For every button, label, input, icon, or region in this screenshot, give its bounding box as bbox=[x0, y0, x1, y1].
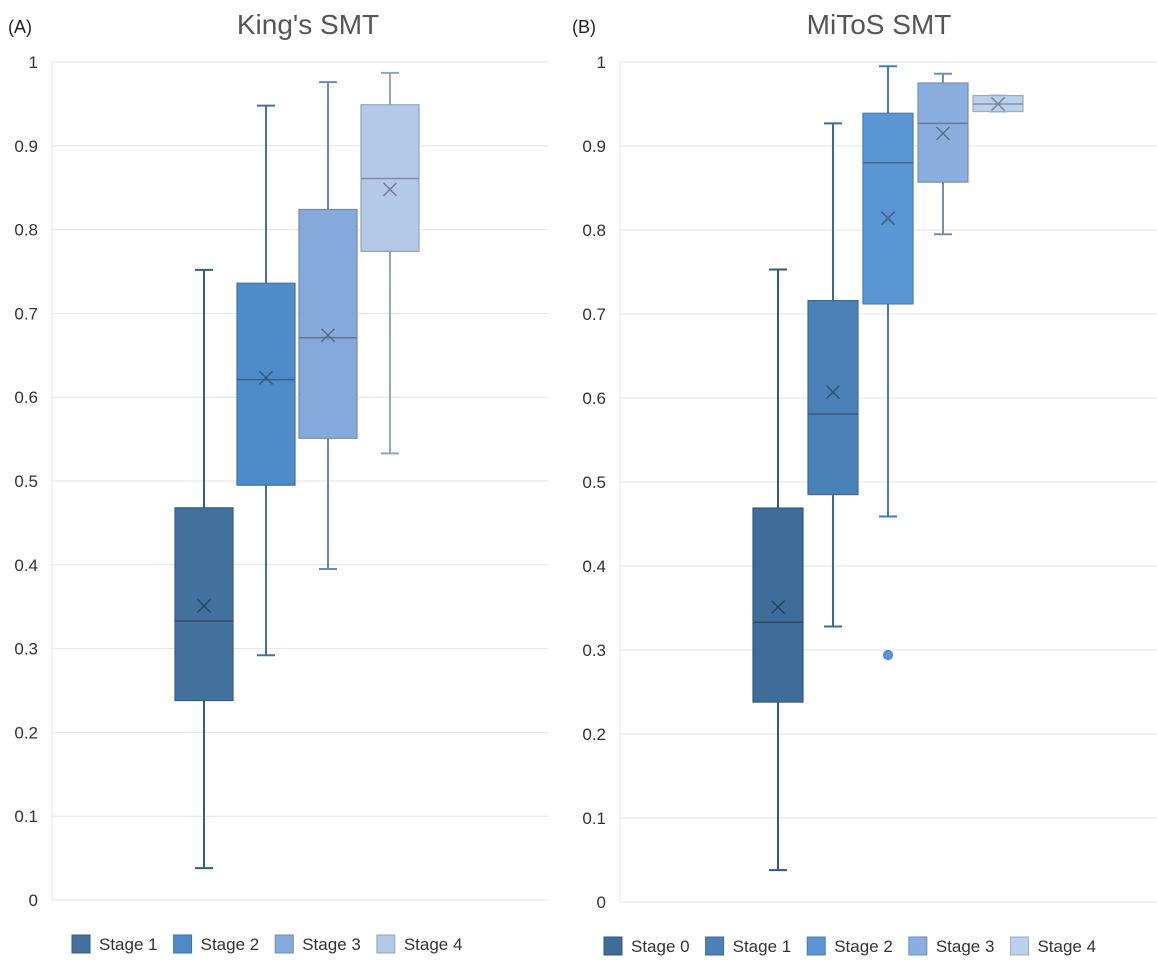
mean-marker bbox=[383, 182, 397, 197]
chart-title: King's SMT bbox=[237, 9, 379, 40]
legend-label: Stage 0 bbox=[631, 937, 690, 956]
box-series bbox=[174, 71, 420, 870]
y-tick-label: 1 bbox=[597, 53, 606, 72]
mean-marker bbox=[936, 126, 950, 141]
legend-label: Stage 2 bbox=[834, 937, 893, 956]
legend-item: Stage 3 bbox=[274, 934, 361, 954]
y-tick-label: 0.8 bbox=[14, 221, 38, 240]
y-tick-label: 0.1 bbox=[582, 809, 606, 828]
y-tick-label: 0.4 bbox=[14, 556, 38, 575]
y-tick-label: 0.9 bbox=[582, 137, 606, 156]
y-tick-label: 0.5 bbox=[582, 473, 606, 492]
mean-marker-stroke bbox=[991, 97, 1005, 111]
outlier-point bbox=[883, 650, 893, 661]
legend-label: Stage 1 bbox=[99, 935, 158, 954]
y-tick-label: 0.2 bbox=[14, 723, 38, 742]
legend-item: Stage 4 bbox=[376, 934, 463, 954]
legend-label: Stage 3 bbox=[302, 935, 361, 954]
box-series bbox=[752, 65, 1024, 872]
y-tick-label: 0.8 bbox=[582, 221, 606, 240]
mean-marker-stroke bbox=[321, 328, 335, 343]
y-tick-label: 0.3 bbox=[14, 640, 38, 659]
mean-marker-stroke bbox=[259, 370, 273, 385]
legend-item: Stage 1 bbox=[71, 934, 158, 954]
legend-item: Stage 2 bbox=[806, 936, 893, 956]
box-iqr bbox=[807, 299, 859, 496]
mean-marker-stroke bbox=[197, 598, 211, 613]
y-tick-label: 0.3 bbox=[582, 641, 606, 660]
legend-label: Stage 4 bbox=[404, 935, 463, 954]
y-tick-label: 0 bbox=[29, 891, 38, 910]
legend-item: Stage 4 bbox=[1009, 936, 1096, 956]
legend-item: Stage 1 bbox=[705, 936, 792, 956]
y-tick-label: 1 bbox=[29, 53, 38, 72]
mean-marker bbox=[771, 600, 785, 615]
box-stage-4 bbox=[360, 71, 420, 455]
mean-marker-stroke bbox=[826, 385, 840, 400]
y-tick-label: 0.4 bbox=[582, 557, 606, 576]
y-tick-label: 0.6 bbox=[582, 389, 606, 408]
legend-swatch bbox=[71, 934, 91, 954]
legend-label: Stage 4 bbox=[1037, 937, 1096, 956]
legend: Stage 1 Stage 2 Stage 3 Stage 4 bbox=[71, 934, 463, 954]
mean-marker bbox=[991, 97, 1005, 111]
y-tick-label: 0.1 bbox=[14, 807, 38, 826]
box-stage-0 bbox=[752, 268, 804, 872]
legend-item: Stage 2 bbox=[173, 934, 260, 954]
y-axis: 0 0.1 0.2 0.3 0.4 0.5 0.6 0.7 0.8 0.9 1 bbox=[582, 53, 606, 912]
box-iqr bbox=[862, 112, 914, 305]
legend-item: Stage 0 bbox=[603, 936, 690, 956]
mean-marker bbox=[826, 385, 840, 400]
legend-swatch bbox=[806, 936, 826, 956]
legend-swatch bbox=[173, 934, 193, 954]
legend-label: Stage 1 bbox=[733, 937, 792, 956]
y-tick-label: 0.2 bbox=[582, 725, 606, 744]
legend-swatch bbox=[376, 934, 396, 954]
box-iqr bbox=[752, 507, 804, 703]
box-iqr bbox=[298, 208, 358, 439]
legend-item: Stage 3 bbox=[908, 936, 995, 956]
mean-marker bbox=[197, 598, 211, 613]
legend-swatch bbox=[1009, 936, 1029, 956]
y-tick-label: 0.5 bbox=[14, 472, 38, 491]
legend-swatch bbox=[908, 936, 928, 956]
box-stage-3 bbox=[298, 81, 358, 570]
legend-swatch bbox=[705, 936, 725, 956]
y-axis: 0 0.1 0.2 0.3 0.4 0.5 0.6 0.7 0.8 0.9 1 bbox=[14, 53, 38, 910]
box-stage-1 bbox=[174, 268, 234, 870]
gridlines bbox=[51, 61, 548, 901]
y-tick-label: 0.6 bbox=[14, 388, 38, 407]
mean-marker-stroke bbox=[936, 126, 950, 141]
box-stage-4 bbox=[972, 94, 1024, 113]
mean-marker bbox=[881, 211, 895, 226]
box-stage-2 bbox=[236, 104, 296, 657]
mean-marker bbox=[321, 328, 335, 343]
box-iqr bbox=[174, 507, 234, 702]
mean-marker bbox=[259, 370, 273, 385]
gridlines bbox=[619, 61, 1157, 903]
box-stage-1 bbox=[807, 122, 859, 628]
mean-marker-stroke bbox=[383, 182, 397, 197]
mean-marker-stroke bbox=[881, 211, 895, 226]
box-stage-2 bbox=[862, 65, 914, 661]
y-tick-label: 0.9 bbox=[14, 137, 38, 156]
legend: Stage 0 Stage 1 Stage 2 Stage 3 Stage 4 bbox=[603, 936, 1096, 956]
legend-label: Stage 2 bbox=[201, 935, 260, 954]
panel-label: (A) bbox=[8, 17, 32, 37]
box-iqr bbox=[236, 282, 296, 486]
box-stage-3 bbox=[917, 72, 969, 236]
legend-label: Stage 3 bbox=[936, 937, 995, 956]
y-tick-label: 0.7 bbox=[14, 304, 38, 323]
panel-label: (B) bbox=[572, 17, 596, 37]
mean-marker-stroke bbox=[771, 600, 785, 615]
legend-swatch bbox=[274, 934, 294, 954]
y-tick-label: 0.7 bbox=[582, 305, 606, 324]
y-tick-label: 0 bbox=[597, 893, 606, 912]
panel-a: (A) King's SMT 0 0.1 0.2 0.3 0.4 0.5 0.6 0.7 0.8… bbox=[8, 9, 548, 954]
chart-title: MiToS SMT bbox=[807, 9, 952, 40]
panel-b: (B) MiToS SMT 00.10.20.30.40.50.60.70.80… bbox=[572, 9, 1157, 956]
legend-swatch bbox=[603, 936, 623, 956]
